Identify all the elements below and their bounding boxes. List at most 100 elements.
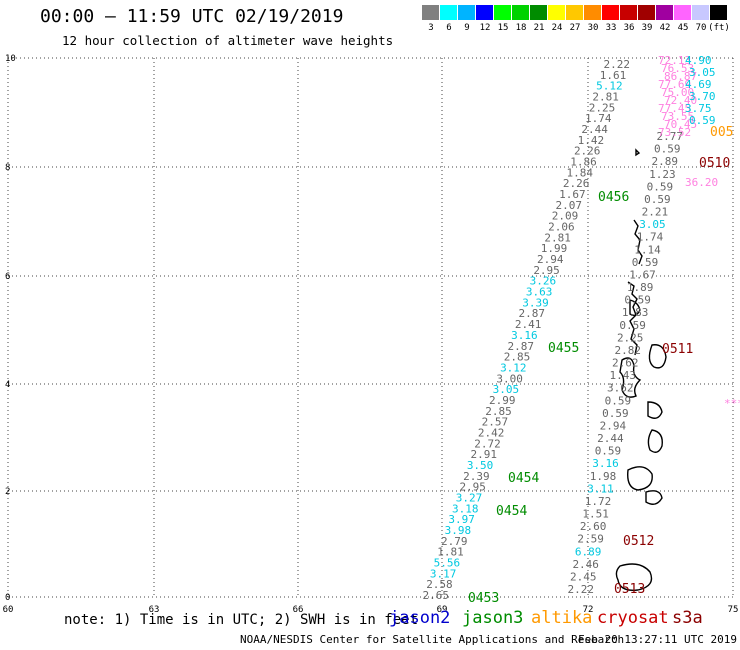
swh-value: 0.59 [654,143,681,156]
scale-swatch [548,5,565,20]
swh-value: 1.74 [585,112,612,125]
swh-value-high: 75.00 [661,86,694,99]
scale-label: 18 [515,23,527,33]
scale-label: 24 [551,23,563,33]
swh-value: 1.42 [578,134,605,147]
scale-swatch [566,5,583,20]
swh-value: 3.63 [526,286,553,299]
track-labels: 2.221.615.122.812.251.742.441.422.261.86… [423,54,740,606]
swh-value: 2.77 [657,130,684,143]
swh-value: 2.46 [572,558,599,571]
swh-value: 2.21 [642,206,669,219]
swh-value: 1.67 [629,268,656,281]
y-tick-label: 8 [5,163,10,173]
swh-value: 1.84 [567,166,594,179]
scale-label: 12 [479,23,491,33]
scale-label: 33 [605,23,617,33]
island-outline [629,299,641,317]
swh-value: 4.69 [685,78,712,91]
swh-value-high: 72.40 [664,94,697,107]
swh-value: 2.95 [533,264,560,277]
island-outline [647,429,663,453]
island-outlines [615,148,667,591]
scale-label: 70 [695,23,707,33]
swh-value: 1.14 [634,243,661,256]
swh-value: 2.79 [441,535,468,548]
pass-time-label: 0513 [614,582,645,597]
scale-swatch [620,5,637,20]
scale-label: 21 [533,23,545,33]
y-tick-label: 4 [5,380,10,390]
scale-label: 45 [677,23,689,33]
swh-value: 3.18 [452,502,479,515]
swh-value: 2.72 [474,437,501,450]
swh-value: 2.25 [617,331,644,344]
pass-time-label: 0456 [598,190,629,205]
swh-value: 2.89 [652,155,679,168]
swh-value-high: 73.52 [658,126,691,139]
swh-value: 3.12 [500,361,527,374]
swh-value: 0.59 [632,256,659,269]
swh-value: 3.11 [587,482,614,495]
swh-value: 0.59 [644,193,671,206]
swh-value: 3.16 [592,457,619,470]
swh-value: 2.41 [515,318,542,331]
swh-value: 3.05 [493,383,520,396]
swh-value: 3.17 [430,567,457,580]
swh-value: 0.59 [647,180,674,193]
scale-swatch [440,5,457,20]
swh-value: 2.60 [580,520,607,533]
scale-swatch [710,5,727,20]
generation-timestamp: Feb 20 13:27:11 UTC 2019 [578,633,737,646]
swh-value: 0.59 [595,445,622,458]
scale-swatch [602,5,619,20]
scale-swatch [476,5,493,20]
swh-value: 0.59 [605,394,632,407]
scale-swatch [530,5,547,20]
swh-value: 2.85 [504,351,531,364]
swh-value: 2.95 [459,481,486,494]
offscreen-marker: *** [724,397,740,410]
swh-value: 3.16 [511,329,538,342]
swh-value: 5.56 [434,556,461,569]
swh-value: 2.25 [589,101,616,114]
swh-value: 3.97 [448,513,475,526]
swh-value: 1.67 [559,188,586,201]
y-tick-label: 10 [5,54,16,64]
swh-value: 1.98 [590,470,617,483]
scale-label: 30 [587,23,599,33]
swh-value: 3.26 [530,275,557,288]
swh-value: 1.81 [437,546,464,559]
island-outline [615,563,653,591]
swh-value: 2.44 [581,123,608,136]
swh-value-high: 72.13 [658,54,691,67]
swh-value: 2.22 [604,58,631,71]
x-tick-label: 75 [728,605,739,615]
swh-value: 2.62 [612,357,639,370]
x-tick-label: 69 [437,605,448,615]
swh-value: 2.85 [485,405,512,418]
y-tick-label: 0 [5,593,10,603]
swh-value: 2.44 [597,432,624,445]
swh-value: 3.05 [689,66,716,79]
satellite-legend-jason2: jason2 [389,608,451,628]
swh-value-high: 70.45 [664,118,697,131]
credit-text: NOAA/NESDIS Center for Satellite Applica… [240,633,625,646]
island-outline [645,490,663,505]
swh-value: 0.59 [619,319,646,332]
swh-value: 2.58 [426,578,453,591]
satellite-legend-s3a: s3a [672,608,703,628]
swh-value: 2.39 [463,470,490,483]
swh-value-high: 77.69 [658,78,691,91]
scale-swatch [584,5,601,20]
x-tick-label: 66 [293,605,304,615]
island-outline [635,148,641,157]
swh-value: 1.43 [610,369,637,382]
swh-value: 2.06 [548,221,575,234]
scale-swatch [674,5,691,20]
swh-value: 3.98 [445,524,472,537]
swh-value: 2.65 [423,589,450,602]
swh-value: 3.62 [607,382,634,395]
satellite-legend-cryosat: cryosat [597,608,669,628]
swh-value-high: 76.53 [661,62,694,75]
